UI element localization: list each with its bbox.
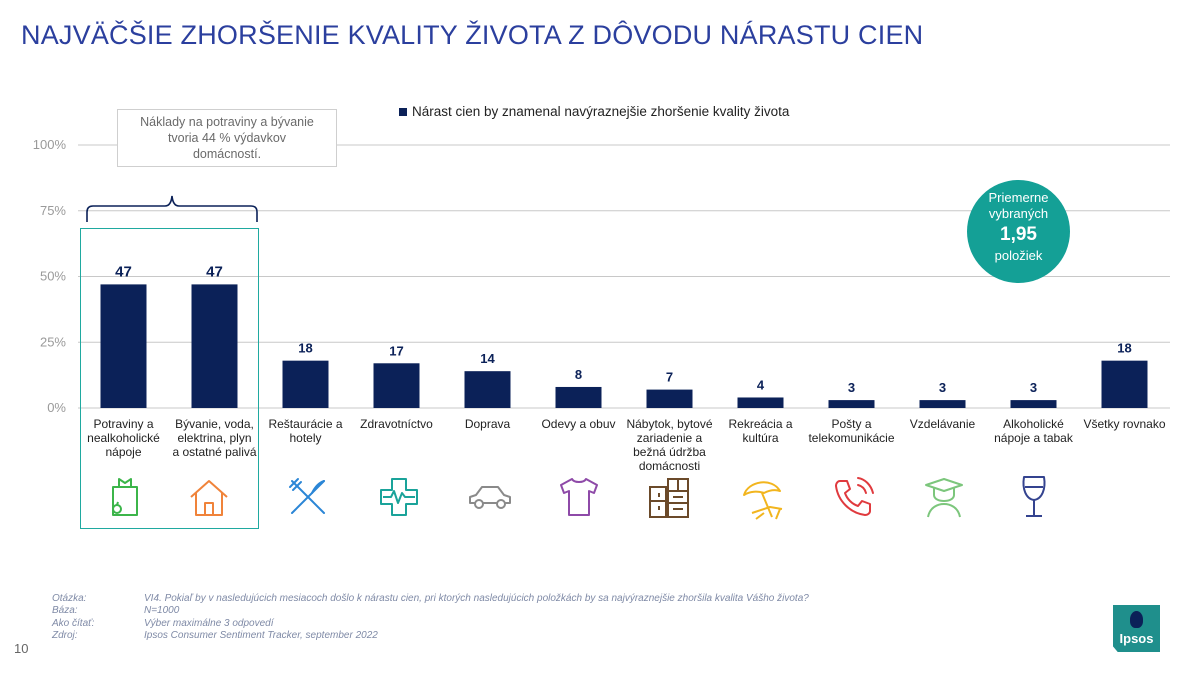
furniture-icon (649, 478, 689, 518)
footer-label: Zdroj: (52, 630, 78, 642)
category-label: elektrina, plyn (177, 431, 251, 445)
legend-swatch (399, 107, 407, 116)
category-label: Pošty a (831, 417, 871, 431)
data-label: 4 (757, 377, 765, 392)
category-label: Rekreácia a (728, 417, 792, 431)
bar (828, 400, 875, 408)
fork-knife-icon (289, 478, 325, 514)
badge-line: Priemerne (988, 190, 1049, 205)
page-title: NAJVÄČŠIE ZHORŠENIE KVALITY ŽIVOTA Z DÔV… (21, 20, 924, 50)
badge-value: 1,95 (1000, 224, 1037, 245)
data-label: 3 (848, 380, 855, 395)
footer-label: Otázka: (52, 593, 87, 604)
footer-text: Výber maximálne 3 odpovedí (144, 617, 274, 629)
category-label: Alkoholické (1003, 417, 1064, 431)
category-label: Nábytok, bytové (626, 417, 712, 431)
category-label: bežná údržba (633, 445, 706, 459)
bar (555, 386, 602, 408)
footer-notes: Otázka: VI4. Pokiaľ by v nasledujúcich m… (52, 593, 809, 643)
category-label: Odevy a obuv (541, 417, 615, 431)
badge-line: položiek (994, 248, 1043, 263)
data-label: 7 (666, 370, 673, 385)
medical-cross-icon (380, 478, 418, 516)
category-label: hotely (289, 431, 321, 445)
bar (464, 371, 511, 408)
bar (646, 389, 693, 408)
footer-label: Báza: (52, 605, 78, 617)
bar (373, 363, 420, 408)
category-label: a ostatné palivá (172, 445, 256, 459)
category-label: zariadenie a (637, 431, 703, 445)
footer-row: Ako čítať: Výber maximálne 3 odpovedí (52, 618, 809, 630)
logo-mark (1130, 611, 1143, 628)
category-label: Vzdelávanie (910, 417, 976, 431)
y-tick-label: 100% (33, 137, 67, 152)
car-icon (469, 486, 511, 509)
data-label: 18 (298, 341, 312, 356)
tshirt-icon (560, 478, 598, 516)
data-label: 47 (206, 263, 223, 280)
graduate-icon (925, 478, 963, 518)
bar (1010, 400, 1057, 408)
footer-row: Otázka: VI4. Pokiaľ by v nasledujúcich m… (52, 593, 809, 605)
ipsos-logo: Ipsos (1113, 605, 1160, 652)
category-label: nápoje a tabak (994, 431, 1074, 445)
wine-glass-icon (1022, 476, 1046, 517)
category-label: nápoje (105, 445, 141, 459)
grocery-bag-icon (112, 478, 138, 516)
data-label: 17 (389, 343, 403, 358)
category-label: domácnosti (639, 459, 700, 473)
bar (1101, 360, 1148, 408)
bar (919, 400, 966, 408)
y-tick-label: 50% (40, 269, 66, 284)
footer-row: Báza: N=1000 (52, 605, 809, 617)
data-label: 3 (939, 380, 946, 395)
highlight-box (80, 228, 259, 529)
category-label: telekomunikácie (808, 431, 894, 445)
category-label: Bývanie, voda, (175, 417, 254, 431)
callout-line: tvoria 44 % výdavkov (167, 131, 287, 145)
data-label: 3 (1030, 380, 1037, 395)
data-label: 47 (115, 263, 132, 280)
data-label: 14 (480, 351, 495, 366)
category-label: Zdravotníctvo (360, 417, 433, 431)
house-icon (190, 480, 228, 516)
legend-label: Nárast cien by znamenal navýraznejšie zh… (412, 104, 790, 119)
footer-text: Ipsos Consumer Sentiment Tracker, septem… (144, 630, 378, 642)
data-label: 8 (575, 367, 582, 382)
y-tick-label: 25% (40, 334, 66, 349)
logo-text: Ipsos (1119, 631, 1154, 646)
phone-icon (835, 477, 874, 516)
beach-umbrella-icon (743, 481, 783, 520)
category-label: Reštaurácie a (268, 417, 342, 431)
bar (737, 397, 784, 408)
y-tick-label: 0% (47, 400, 66, 415)
callout-box: Náklady na potraviny a bývanie tvoria 44… (117, 109, 337, 167)
category-label: nealkoholické (87, 431, 160, 445)
bar (100, 284, 147, 408)
footer-label: Ako čítať: (52, 617, 95, 629)
footer-text: N=1000 (144, 605, 180, 617)
category-label: Všetky rovnako (1083, 417, 1165, 431)
bar (282, 360, 329, 408)
y-tick-label: 75% (40, 203, 66, 218)
badge-line: vybraných (988, 206, 1049, 221)
footer-text: VI4. Pokiaľ by v nasledujúcich mesiacoch… (144, 593, 809, 604)
callout-line: domácností. (192, 147, 262, 161)
data-label: 18 (1117, 341, 1131, 356)
chart-legend: Nárast cien by znamenal navýraznejšie zh… (399, 104, 789, 119)
callout-line: Náklady na potraviny a bývanie (140, 115, 314, 129)
page-number: 10 (14, 641, 29, 656)
category-label: Potraviny a (93, 417, 153, 431)
bracket (86, 195, 258, 222)
bar (191, 284, 238, 408)
category-label: kultúra (742, 431, 778, 445)
footer-row: Zdroj: Ipsos Consumer Sentiment Tracker,… (52, 630, 809, 642)
average-badge: Priemerne vybraných 1,95 položiek (967, 180, 1070, 283)
category-label: Doprava (465, 417, 511, 431)
